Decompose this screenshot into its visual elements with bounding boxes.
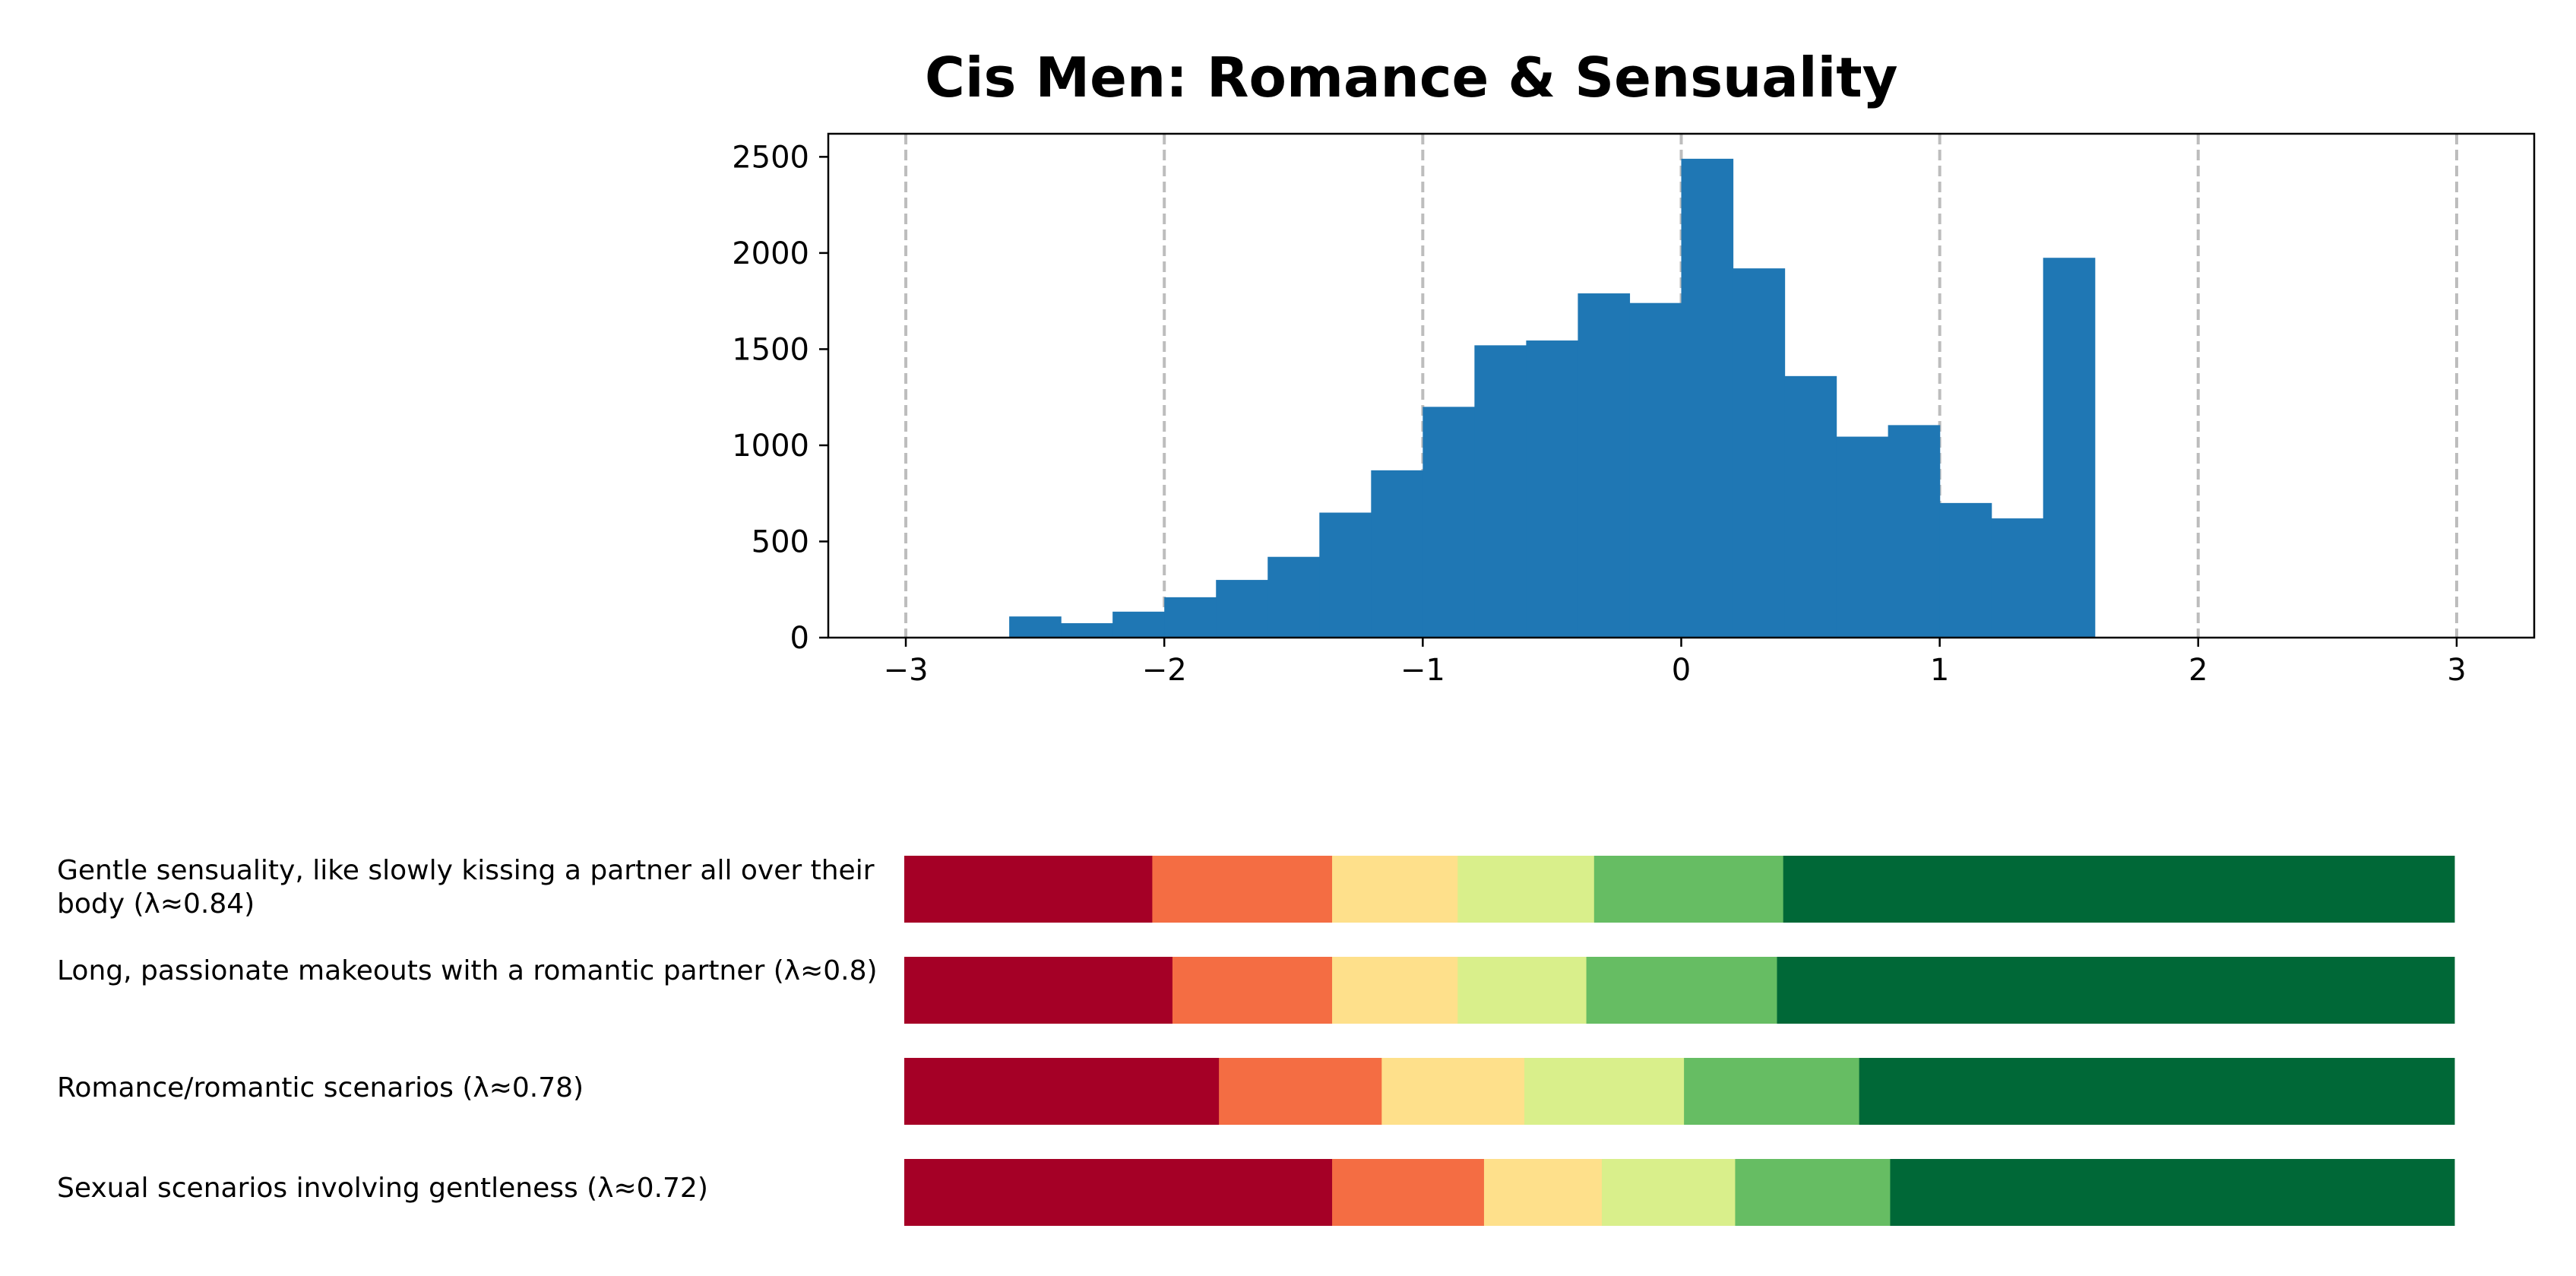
category-label: Gentle sensuality, like slowly kissing a… bbox=[57, 855, 875, 920]
category-label: Sexual scenarios involving gentleness (λ… bbox=[57, 1173, 708, 1204]
stacked-bar-segment bbox=[1457, 856, 1595, 923]
histogram-bar bbox=[1112, 611, 1165, 638]
stacked-bar-segment bbox=[904, 957, 1173, 1024]
histogram-bar bbox=[1629, 302, 1682, 638]
category-label: Long, passionate makeouts with a romanti… bbox=[57, 955, 878, 986]
histogram-bar bbox=[1267, 556, 1320, 638]
stacked-bar-segment bbox=[1777, 957, 2455, 1024]
stacked-bars bbox=[904, 856, 2455, 1226]
histogram-bar bbox=[1474, 345, 1527, 638]
stacked-bar-segment bbox=[1457, 957, 1587, 1024]
histogram-bar bbox=[1422, 407, 1475, 638]
stacked-bar-segment bbox=[1172, 957, 1333, 1024]
stacked-bar-segment bbox=[1332, 856, 1458, 923]
stacked-bar-segment bbox=[904, 856, 1153, 923]
histogram-bar bbox=[1784, 375, 1837, 638]
y-tick-label: 1500 bbox=[732, 332, 809, 367]
stacked-bar-segment bbox=[904, 1159, 1333, 1226]
histogram-bar bbox=[1681, 158, 1734, 638]
stacked-bar-segment bbox=[1332, 957, 1458, 1024]
stacked-bar-segment bbox=[1859, 1058, 2455, 1125]
stacked-bar-segment bbox=[1586, 957, 1778, 1024]
stacked-bar-segment bbox=[1524, 1058, 1685, 1125]
y-tick-label: 500 bbox=[752, 524, 809, 559]
stacked-bar-segment bbox=[1602, 1159, 1736, 1226]
chart-title: Cis Men: Romance & Sensuality bbox=[925, 46, 1898, 109]
histogram-bar bbox=[1009, 616, 1062, 638]
x-tick-label: −1 bbox=[1400, 653, 1445, 688]
tick-labels: −3 −2 −1 0 1 2 3 0 500 1000 1500 2000 2500 bbox=[732, 140, 2466, 688]
tick-marks bbox=[819, 156, 2458, 647]
x-tick-label: 3 bbox=[2447, 653, 2466, 688]
y-tick-label: 2000 bbox=[732, 236, 809, 271]
histogram-bar bbox=[1578, 293, 1631, 638]
stacked-bar-segment bbox=[1684, 1058, 1860, 1125]
histogram-bar bbox=[1164, 597, 1217, 638]
histogram-bar bbox=[1939, 502, 1992, 638]
stacked-bar-segment bbox=[1219, 1058, 1382, 1125]
histogram-bar bbox=[1216, 580, 1268, 638]
stacked-bar-segment bbox=[904, 1058, 1220, 1125]
histogram-bar bbox=[1991, 518, 2044, 638]
x-tick-label: 0 bbox=[1672, 653, 1691, 688]
category-label: Romance/romantic scenarios (λ≈0.78) bbox=[57, 1072, 584, 1103]
stacked-bar-segment bbox=[1483, 1159, 1603, 1226]
x-tick-label: 1 bbox=[1930, 653, 1949, 688]
stacked-bar-segment bbox=[1381, 1058, 1525, 1125]
histogram-bar bbox=[1319, 512, 1372, 638]
x-tick-label: −2 bbox=[1142, 653, 1187, 688]
histogram-bar bbox=[1836, 436, 1889, 638]
y-tick-label: 2500 bbox=[732, 140, 809, 175]
stacked-bar-segment bbox=[1890, 1159, 2455, 1226]
x-tick-label: −3 bbox=[884, 653, 929, 688]
stacked-bar-segment bbox=[1783, 856, 2455, 923]
histogram-bar bbox=[1733, 268, 1786, 638]
y-tick-label: 0 bbox=[790, 621, 809, 656]
histogram-bar bbox=[2043, 258, 2096, 638]
stacked-bar-segment bbox=[1735, 1159, 1891, 1226]
stacked-bar-segment bbox=[1332, 1159, 1485, 1226]
histogram-bars bbox=[1009, 158, 2096, 638]
histogram-bar bbox=[1888, 425, 1941, 638]
x-tick-label: 2 bbox=[2188, 653, 2207, 688]
histogram-bar bbox=[1061, 623, 1113, 638]
stacked-bar-segment bbox=[1152, 856, 1333, 923]
stacked-bar-segment bbox=[1593, 856, 1784, 923]
histogram-bar bbox=[1371, 470, 1423, 638]
y-tick-label: 1000 bbox=[732, 429, 809, 464]
histogram-bar bbox=[1526, 340, 1579, 638]
